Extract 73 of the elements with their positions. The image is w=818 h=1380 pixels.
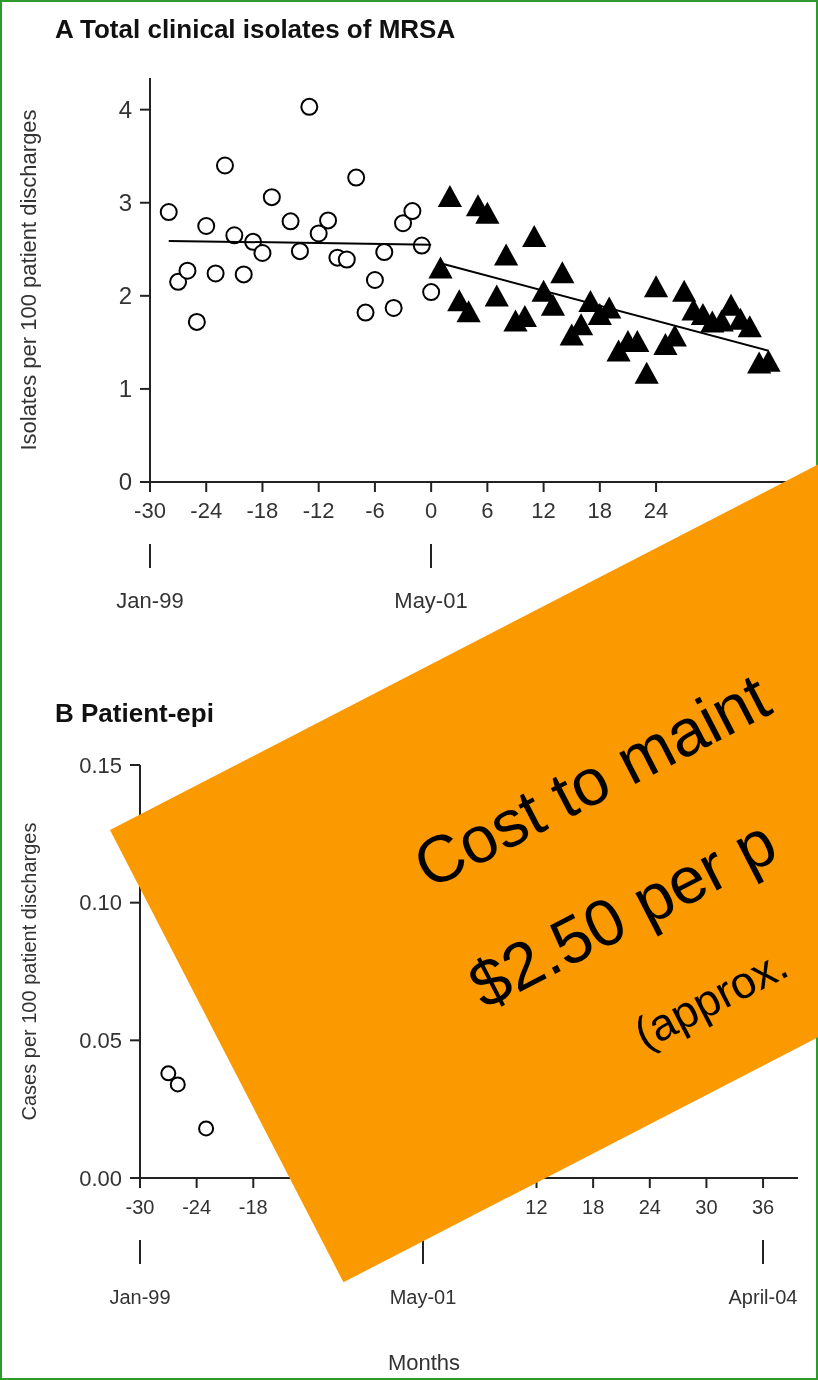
point xyxy=(484,284,509,307)
point xyxy=(337,250,356,269)
x-tick-label: 6 xyxy=(481,498,494,523)
x-axis-title: Months xyxy=(387,1350,461,1375)
point xyxy=(169,1076,186,1093)
point xyxy=(672,279,697,302)
point xyxy=(394,214,413,233)
point xyxy=(206,264,225,283)
point xyxy=(550,261,575,284)
x-tick-label: 12 xyxy=(531,498,556,523)
x-tick-label: 30 xyxy=(695,1196,718,1218)
point xyxy=(456,300,481,323)
x-tick-label: 24 xyxy=(638,1196,661,1218)
point xyxy=(356,303,375,322)
point xyxy=(215,156,234,175)
point xyxy=(643,275,669,298)
text: May-01 xyxy=(389,1286,457,1308)
point xyxy=(197,217,216,236)
point xyxy=(494,243,519,266)
point xyxy=(634,361,659,384)
y-axis-title: Isolates per 100 patient discharges xyxy=(16,109,41,451)
x-tick-label: -30 xyxy=(134,498,166,523)
text: Jan-99 xyxy=(109,1286,171,1308)
y-axis-title: Cases per 100 patient discharges xyxy=(18,822,40,1121)
point xyxy=(198,1120,215,1137)
chart-title: B Patient-epi xyxy=(55,698,214,728)
point xyxy=(347,168,366,187)
x-tick-label: 12 xyxy=(525,1196,548,1218)
y-tick-label: 0.05 xyxy=(79,1028,122,1054)
x-tick-label: -18 xyxy=(238,1196,268,1218)
y-tick-label: 4 xyxy=(118,96,132,124)
point xyxy=(253,244,272,263)
x-tick-label: 24 xyxy=(643,498,669,523)
point xyxy=(159,203,178,222)
x-tick-label: 0 xyxy=(425,498,438,523)
x-tick-label: 36 xyxy=(751,1196,775,1218)
chart-title: A Total clinical isolates of MRSA xyxy=(55,14,456,44)
point xyxy=(319,211,338,230)
y-tick-label: 3 xyxy=(118,189,132,217)
text: Jan-99 xyxy=(116,588,184,613)
x-tick-label: -18 xyxy=(246,498,279,523)
y-tick-label: 0.10 xyxy=(79,890,122,916)
y-tick-label: 2 xyxy=(118,282,132,310)
y-tick-label: 0.15 xyxy=(79,752,122,778)
point xyxy=(403,202,422,221)
point xyxy=(428,256,453,279)
y-tick-label: 0.00 xyxy=(79,1165,122,1191)
point xyxy=(384,298,403,317)
text: May-01 xyxy=(394,588,468,613)
text: April-04 xyxy=(728,1286,798,1308)
point xyxy=(422,283,441,302)
x-tick-label: -12 xyxy=(302,498,335,523)
point xyxy=(281,212,300,231)
point xyxy=(178,261,197,280)
y-tick-label: 1 xyxy=(118,375,132,403)
point xyxy=(365,271,384,289)
point xyxy=(234,265,253,284)
point xyxy=(540,293,566,316)
x-tick-label: 18 xyxy=(582,1196,605,1218)
point xyxy=(187,312,206,331)
point xyxy=(160,1065,177,1082)
point xyxy=(375,243,394,262)
x-tick-label: -30 xyxy=(125,1196,155,1218)
point xyxy=(737,315,762,338)
point xyxy=(262,188,281,207)
point xyxy=(290,242,309,261)
y-tick-label: 0 xyxy=(118,468,132,496)
x-tick-label: -24 xyxy=(182,1196,212,1218)
x-tick-label: -6 xyxy=(365,498,385,523)
point xyxy=(169,272,188,291)
x-tick-label: 18 xyxy=(587,498,613,523)
x-tick-label: -24 xyxy=(190,498,223,523)
point xyxy=(309,224,328,243)
